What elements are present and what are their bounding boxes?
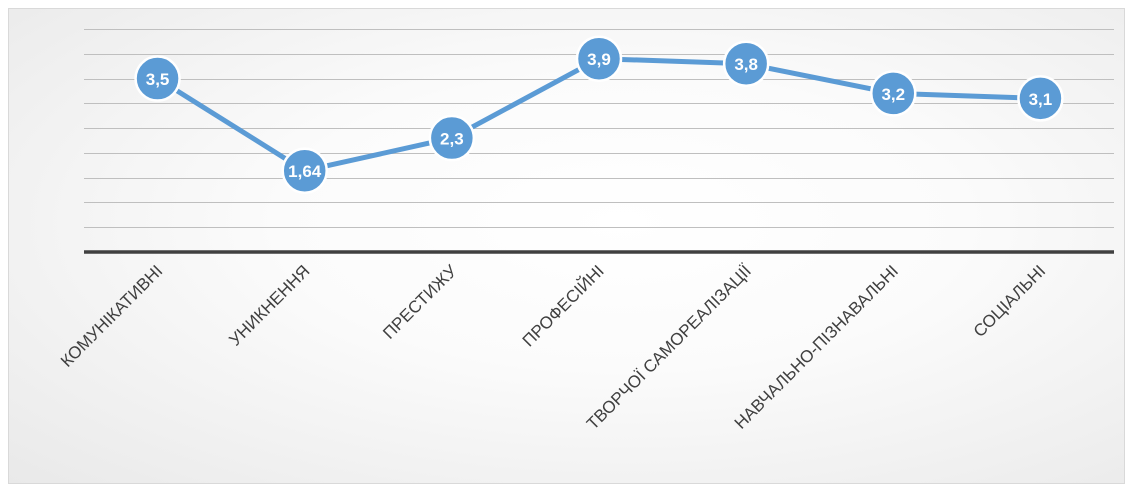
data-point-marker [134, 55, 181, 102]
category-axis-labels: КОМУНІКАТИВНІ УНИКНЕННЯ ПРЕСТИЖУ ПРОФЕСІЙНІ… [57, 261, 1049, 433]
data-label: 3,9 [587, 50, 611, 69]
category-label: ТВОРЧОЇ САМОРЕАЛІЗАЦІЇ [583, 261, 755, 433]
category-label: ПРЕСТИЖУ [379, 261, 461, 343]
data-label: 3,8 [734, 55, 758, 74]
data-label: 1,64 [288, 162, 322, 181]
line-chart: 3,5 1,64 2,3 3,9 3,8 3,2 3,1 КОМУНІКАТИВНІ УНИК… [57, 29, 1114, 433]
data-label: 3,5 [146, 70, 170, 89]
data-label: 3,2 [881, 85, 905, 104]
data-point-marker [722, 40, 770, 87]
chart-area: 3,5 1,64 2,3 3,9 3,8 3,2 3,1 КОМУНІКАТИВНІ УНИК… [8, 8, 1125, 484]
data-label: 3,1 [1029, 90, 1053, 109]
gridlines [84, 29, 1114, 254]
category-label: СОЦІАЛЬНІ [970, 261, 1050, 341]
category-label: УНИКНЕННЯ [225, 261, 313, 349]
data-point-marker [281, 147, 328, 194]
data-point-marker [575, 35, 623, 82]
category-label: НАВЧАЛЬНО-ПІЗНАВАЛЬНІ [731, 261, 902, 432]
data-point-marker [870, 70, 917, 117]
data-label: 2,3 [440, 130, 464, 149]
category-label: ПРОФЕСІЙНІ [519, 261, 608, 350]
markers: 3,5 1,64 2,3 3,9 3,8 3,2 3,1 [134, 35, 1064, 194]
category-label: КОМУНІКАТИВНІ [57, 261, 166, 370]
data-point-marker [1017, 75, 1064, 122]
data-point-marker [428, 114, 476, 162]
